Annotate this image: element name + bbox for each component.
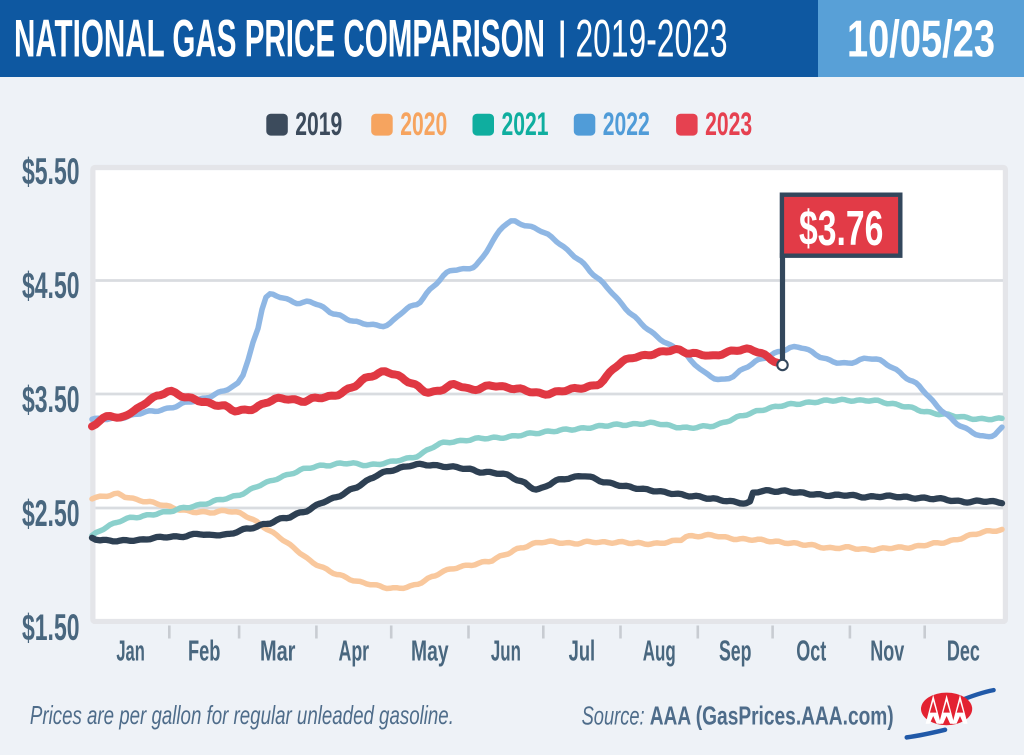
svg-text:NATIONAL GAS PRICE COMPARISON: NATIONAL GAS PRICE COMPARISON (14, 10, 545, 69)
svg-text:Sep: Sep (719, 636, 752, 668)
svg-text:2020: 2020 (400, 106, 447, 142)
svg-text:Nov: Nov (870, 636, 904, 668)
svg-text:$4.50: $4.50 (22, 265, 80, 306)
svg-text:Jul: Jul (569, 636, 596, 668)
svg-text:Source:: Source: (582, 701, 645, 731)
svg-text:Apr: Apr (339, 636, 370, 668)
svg-text:2023: 2023 (705, 106, 752, 142)
svg-text:AAA (GasPrices.AAA.com): AAA (GasPrices.AAA.com) (650, 701, 894, 731)
svg-text:$5.50: $5.50 (22, 151, 80, 192)
svg-text:2022: 2022 (603, 106, 650, 142)
svg-text:Jan: Jan (116, 636, 145, 668)
svg-text:Mar: Mar (260, 636, 296, 668)
svg-text:$1.50: $1.50 (22, 607, 80, 648)
svg-text:Dec: Dec (947, 636, 980, 668)
svg-text:10/05/23: 10/05/23 (847, 11, 995, 69)
svg-text:$3.76: $3.76 (799, 202, 883, 256)
svg-text:Prices are per gallon for regu: Prices are per gallon for regular unlead… (30, 700, 454, 730)
svg-text:Aug: Aug (643, 636, 676, 668)
svg-text:May: May (411, 636, 449, 668)
svg-text:2019-2023: 2019-2023 (576, 10, 728, 69)
svg-text:2021: 2021 (502, 106, 549, 142)
svg-text:Jun: Jun (491, 636, 521, 668)
svg-text:$3.50: $3.50 (22, 379, 80, 420)
svg-text:$2.50: $2.50 (22, 493, 80, 534)
svg-text:Oct: Oct (796, 636, 826, 668)
svg-text:2019: 2019 (295, 106, 342, 142)
svg-text:Feb: Feb (188, 636, 220, 668)
